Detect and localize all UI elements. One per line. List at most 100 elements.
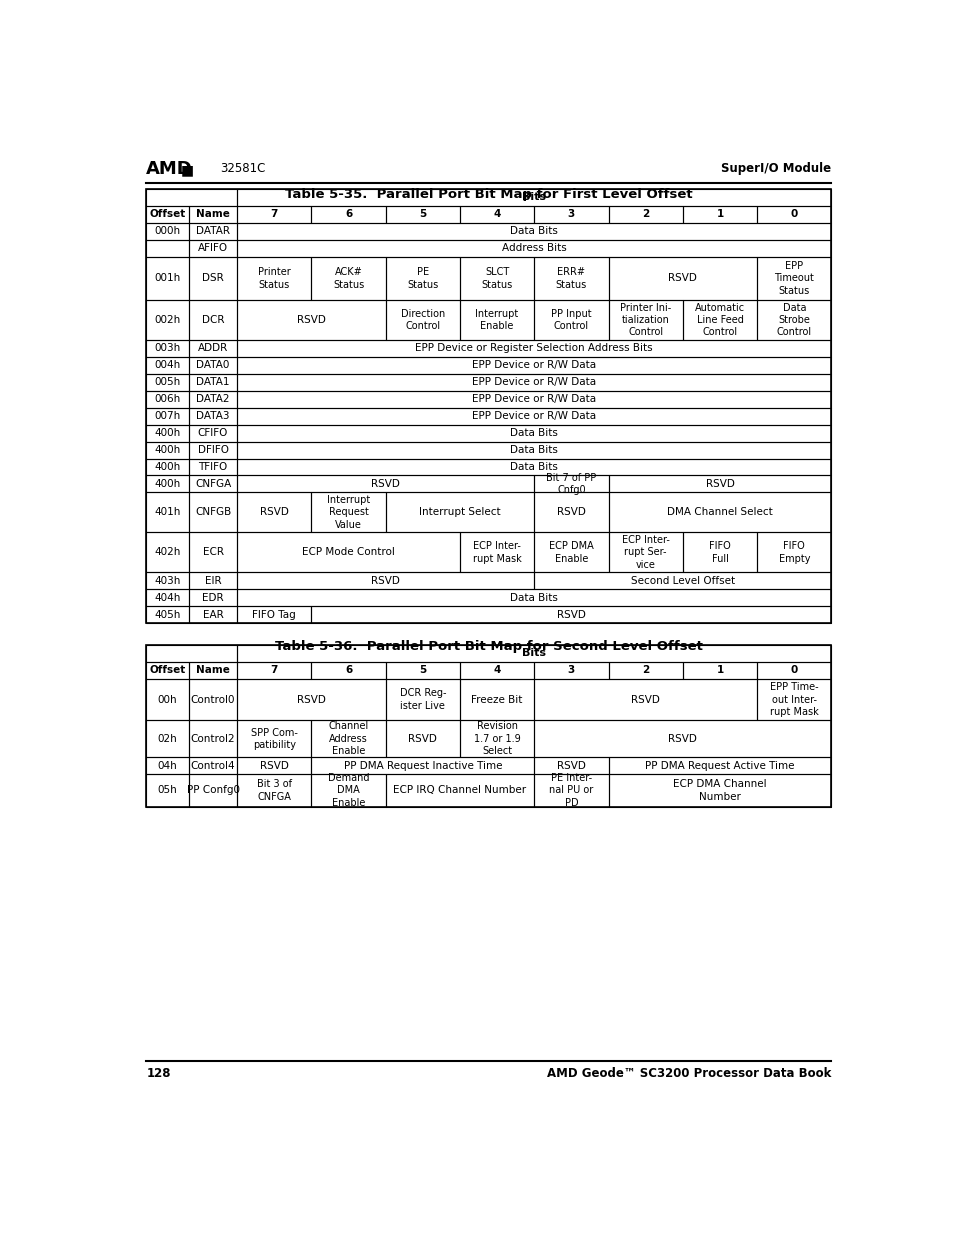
Text: 3: 3 [567,210,575,220]
Bar [189,374,236,390]
Bar [534,679,757,720]
Bar [534,206,608,222]
Text: AFIFO: AFIFO [198,243,228,253]
Bar [146,774,189,806]
Bar [608,475,831,493]
Bar [189,532,236,573]
Text: RSVD: RSVD [668,273,697,283]
Text: 0: 0 [790,210,797,220]
Bar [146,532,189,573]
Bar [189,357,236,374]
Bar [236,589,831,606]
Text: Bits: Bits [521,648,546,658]
Bar [146,475,189,493]
Text: EPP Device or Register Selection Address Bits: EPP Device or Register Selection Address… [415,343,653,353]
Text: 2: 2 [641,666,649,676]
Bar [189,340,236,357]
Text: 7: 7 [271,210,277,220]
Bar [146,493,189,532]
Text: ECP Inter-
rupt Mask: ECP Inter- rupt Mask [473,541,521,563]
Bar [236,390,831,408]
Bar [189,408,236,425]
Text: 6: 6 [345,666,352,676]
Bar [534,757,608,774]
Bar [311,206,385,222]
Text: EIR: EIR [205,576,221,585]
Bar [146,458,189,475]
Bar [459,257,534,300]
Text: Bit 7 of PP
Cnfg0: Bit 7 of PP Cnfg0 [546,473,596,495]
Bar [189,425,236,442]
Text: 3: 3 [567,666,575,676]
Text: 402h: 402h [154,547,181,557]
Bar [236,374,831,390]
Bar [146,206,189,222]
Text: RSVD: RSVD [371,576,399,585]
Text: 007h: 007h [154,411,181,421]
Text: 002h: 002h [154,315,181,325]
Bar [146,757,189,774]
Bar [189,206,236,222]
Bar [608,257,757,300]
Bar [311,493,385,532]
Text: EPP Device or R/W Data: EPP Device or R/W Data [472,411,596,421]
Text: 32581C: 32581C [220,163,265,175]
Bar [534,774,608,806]
Bar [189,606,236,624]
Text: Bits: Bits [521,193,546,203]
Text: 02h: 02h [157,734,177,743]
Text: 400h: 400h [154,479,181,489]
Bar [236,240,831,257]
Text: FIFO
Full: FIFO Full [708,541,730,563]
Bar [189,774,236,806]
Bar [459,300,534,340]
Text: 404h: 404h [154,593,181,603]
Text: Address Bits: Address Bits [501,243,566,253]
Text: EPP Device or R/W Data: EPP Device or R/W Data [472,377,596,388]
Bar [146,645,831,806]
Text: DATA1: DATA1 [196,377,230,388]
Bar [189,679,236,720]
Text: Printer
Status: Printer Status [257,267,291,289]
Text: Data Bits: Data Bits [510,462,558,472]
Bar [146,300,189,340]
Bar [236,222,831,240]
Bar [189,300,236,340]
Text: Second Level Offset: Second Level Offset [630,576,734,585]
Text: 0: 0 [790,666,797,676]
Bar [146,340,189,357]
Bar [534,573,831,589]
Bar [757,679,831,720]
Text: Freeze Bit: Freeze Bit [471,694,522,704]
Text: RSVD: RSVD [296,694,325,704]
Bar [534,493,608,532]
Text: CNFGA: CNFGA [194,479,231,489]
Text: 128: 128 [146,1067,171,1081]
Bar [534,662,608,679]
Text: Interrupt Select: Interrupt Select [418,508,500,517]
Text: Name: Name [196,210,230,220]
Bar [385,257,459,300]
Bar [236,408,831,425]
Bar [189,442,236,458]
Bar [189,757,236,774]
Bar [146,374,189,390]
Bar [236,257,311,300]
Bar [385,493,534,532]
Bar [146,573,189,589]
Text: PP Confg0: PP Confg0 [187,785,239,795]
Text: TFIFO: TFIFO [198,462,228,472]
Bar [236,606,311,624]
Bar [236,340,831,357]
Text: Automatic
Line Feed
Control: Automatic Line Feed Control [694,303,744,337]
Bar [236,493,311,532]
Text: PE
Status: PE Status [407,267,438,289]
Text: SLCT
Status: SLCT Status [481,267,512,289]
Text: Data Bits: Data Bits [510,429,558,438]
Bar [236,442,831,458]
Text: ADDR: ADDR [197,343,228,353]
Bar [682,300,757,340]
Bar [311,257,385,300]
Bar [146,662,189,679]
Text: Data
Strobe
Control: Data Strobe Control [776,303,811,337]
